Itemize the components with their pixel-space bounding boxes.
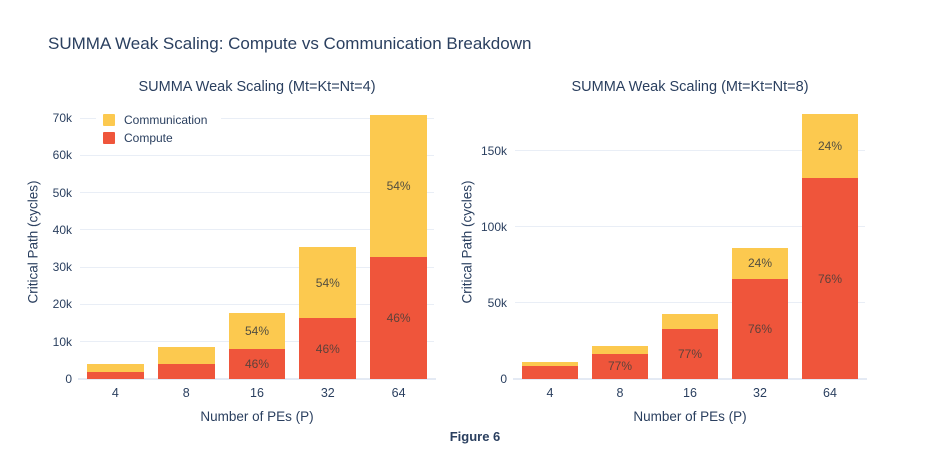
y-gridline: [80, 303, 434, 305]
y-gridline: [80, 117, 434, 119]
y-gridline: [515, 302, 865, 304]
bar-segment-compute-p16: 46%: [228, 348, 286, 379]
bar-segment-compute-p8: [157, 364, 215, 379]
legend: Communication Compute: [96, 110, 222, 148]
bar-segment-communication-p32: 24%: [732, 247, 788, 279]
y-gridline: [80, 192, 434, 194]
communication-swatch-icon: [103, 114, 115, 126]
y-tick-label: 100k: [480, 219, 507, 234]
bar-segment-communication-p32: 54%: [299, 247, 357, 319]
bar-percentage-label: 46%: [386, 311, 411, 326]
bar-segment-communication-p16: [662, 313, 718, 329]
x-tick-label: 32: [320, 386, 335, 400]
x-tick-label: 16: [683, 386, 697, 400]
bar-segment-communication-p4: [87, 363, 144, 372]
y-gridline: [80, 229, 434, 231]
x-tick-label: 64: [823, 386, 837, 400]
x-tick-label: 32: [753, 386, 767, 400]
bar-segment-communication-p64: 24%: [802, 114, 858, 179]
bar-segment-communication-p8: [592, 346, 648, 354]
x-tick-label: 4: [111, 386, 119, 400]
legend-item-compute[interactable]: Compute: [103, 131, 207, 145]
y-tick-label: 50k: [487, 295, 507, 310]
figure-caption: Figure 6: [449, 429, 501, 444]
left-x-axis-title: Number of PEs (P): [200, 409, 314, 424]
right-plot-area: 0 50k 100k 150k 4 77% 8 77% 16 76% 24% 32 76% 24% 64: [481, 105, 867, 400]
bar-percentage-label: 76%: [817, 271, 843, 286]
y-tick-label: 0: [500, 372, 507, 386]
x-tick-label: 64: [391, 386, 406, 400]
bar-percentage-label: 54%: [386, 179, 411, 194]
right-y-axis-title: Critical Path (cycles): [459, 180, 475, 304]
x-tick-label: 4: [546, 386, 554, 400]
bar-segment-communication-p8: [157, 347, 215, 365]
bar-segment-compute-p32: 46%: [299, 318, 357, 379]
y-tick-label: 50k: [52, 185, 72, 200]
bar-segment-compute-p64: 76%: [802, 178, 858, 379]
x-tick-label: 16: [250, 386, 264, 400]
bar-percentage-label: 24%: [817, 139, 843, 154]
bar-percentage-label: 54%: [315, 275, 340, 290]
x-axis-line: [513, 378, 867, 380]
legend-label: Communication: [124, 113, 208, 127]
y-gridline: [515, 150, 865, 152]
x-axis-line: [78, 378, 436, 380]
y-tick-label: 70k: [52, 111, 72, 126]
bar-percentage-label: 76%: [747, 322, 773, 336]
y-gridline: [80, 266, 434, 268]
bar-segment-compute-p4: [87, 371, 144, 379]
bar-segment-communication-p16: 54%: [228, 313, 286, 349]
left-chart-title: SUMMA Weak Scaling (Mt=Kt=Nt=4): [138, 79, 376, 95]
y-gridline: [80, 154, 434, 156]
bar-percentage-label: 77%: [677, 346, 703, 361]
left-plot-area: 0 10k 20k 30k 40k 50k 60k 70k 4 8 46% 54% 16 46% 54% 32…: [53, 105, 436, 400]
x-tick-label: 8: [616, 386, 624, 400]
legend-label: Compute: [124, 131, 173, 145]
bar-percentage-label: 24%: [747, 256, 773, 271]
bar-segment-compute-p4: [522, 366, 578, 379]
bar-segment-communication-p64: 54%: [370, 115, 427, 258]
left-y-axis-title: Critical Path (cycles): [25, 180, 41, 304]
y-tick-label: 60k: [52, 148, 72, 163]
compute-swatch-icon: [103, 132, 115, 144]
y-tick-label: 10k: [52, 334, 72, 349]
y-tick-label: 40k: [52, 222, 72, 237]
x-tick-label: 8: [182, 386, 190, 400]
bar-segment-compute-p32: 76%: [732, 279, 788, 379]
y-tick-label: 150k: [480, 143, 507, 158]
right-chart-title: SUMMA Weak Scaling (Mt=Kt=Nt=8): [571, 79, 809, 95]
bar-percentage-label: 54%: [244, 323, 269, 338]
figure-title: SUMMA Weak Scaling: Compute vs Communica…: [48, 34, 532, 53]
y-tick-label: 0: [65, 372, 72, 386]
bar-segment-compute-p64: 46%: [370, 257, 427, 379]
y-gridline: [515, 226, 865, 228]
bar-segment-compute-p8: 77%: [592, 353, 648, 379]
bar-segment-compute-p16: 77%: [662, 328, 718, 379]
right-x-axis-title: Number of PEs (P): [633, 409, 747, 424]
y-tick-label: 30k: [52, 260, 72, 275]
bar-percentage-label: 46%: [315, 341, 340, 356]
bar-percentage-label: 77%: [607, 359, 633, 374]
bar-percentage-label: 46%: [244, 356, 269, 371]
y-tick-label: 20k: [52, 297, 72, 312]
bar-segment-communication-p4: [522, 362, 578, 367]
legend-item-communication[interactable]: Communication: [103, 113, 207, 127]
